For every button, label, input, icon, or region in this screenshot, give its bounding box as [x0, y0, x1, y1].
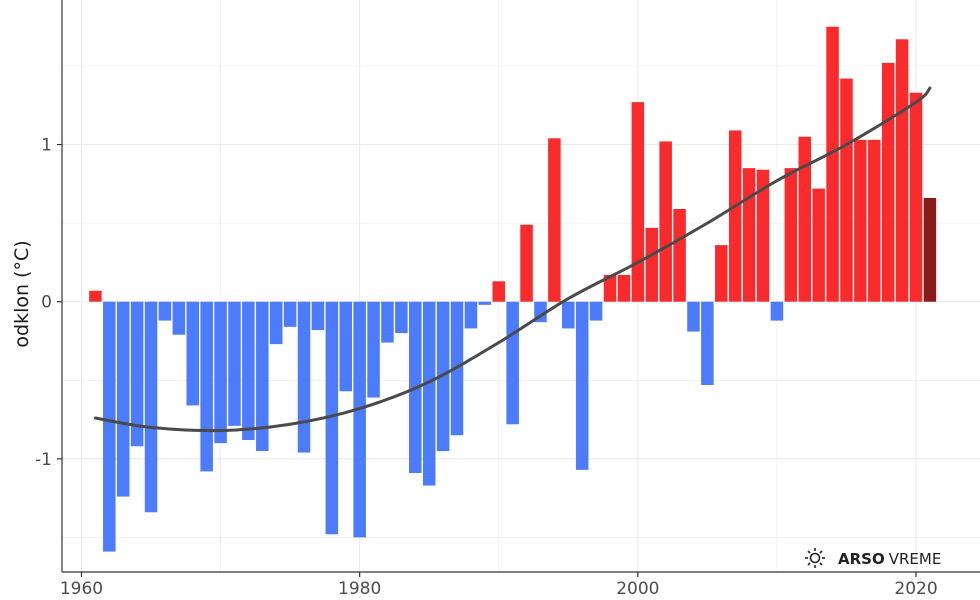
bar-2019: [895, 39, 909, 302]
bar-2004: [687, 301, 700, 332]
bar-2014: [826, 26, 839, 302]
bar-1994: [548, 138, 561, 302]
bar-1991: [506, 301, 519, 425]
bar-1982: [381, 301, 394, 343]
bar-2013: [812, 188, 825, 302]
bar-1981: [367, 301, 380, 398]
bar-1976: [297, 301, 311, 453]
trend-line: [93, 86, 932, 433]
tick-labels: 1960 1980 2000 2020 -1 0 1: [35, 136, 938, 599]
trend: [93, 86, 932, 433]
bar-2016: [854, 139, 867, 302]
bar-1995: [562, 301, 575, 329]
bar-2007: [728, 130, 742, 302]
y-axis-title: odklon (°C): [11, 240, 33, 347]
y-tick-label--1: -1: [35, 450, 52, 470]
axes: [57, 0, 980, 577]
logo-light: VREME: [889, 550, 942, 568]
x-tick-label-1960: 1960: [60, 579, 103, 599]
sun-cloud-icon: [805, 548, 825, 568]
bar-2021: [923, 198, 937, 302]
bar-1996: [575, 301, 589, 470]
bar-2020: [909, 92, 923, 302]
bar-1964: [130, 301, 144, 447]
bar-1988: [464, 301, 478, 329]
bar-1968: [186, 301, 200, 406]
bar-1975: [283, 301, 297, 327]
bar-1990: [492, 281, 506, 302]
bar-1983: [395, 301, 408, 334]
logo-text: ARSO VREME: [838, 550, 941, 568]
bar-2015: [840, 78, 853, 302]
bar-1967: [172, 301, 186, 335]
bar-2010: [770, 301, 784, 321]
bar-1962: [103, 301, 116, 552]
bars: [89, 26, 937, 552]
bar-2011: [784, 168, 798, 302]
bar-2005: [701, 301, 714, 385]
bar-1965: [144, 301, 158, 513]
bar-2003: [673, 209, 686, 302]
x-tick-label-2020: 2020: [894, 579, 937, 599]
bar-1997: [589, 301, 603, 321]
bar-2012: [798, 136, 812, 302]
bar-1992: [520, 224, 533, 302]
y-tick-label-1: 1: [41, 136, 52, 156]
bar-1979: [339, 301, 353, 392]
bar-1973: [256, 301, 269, 451]
bar-2000: [631, 102, 645, 302]
bar-1969: [200, 301, 213, 472]
bar-1972: [242, 301, 255, 440]
bar-1985: [422, 301, 436, 486]
bar-2009: [756, 169, 770, 302]
bar-1998: [603, 275, 617, 302]
x-tick-label-2000: 2000: [616, 579, 659, 599]
bar-1974: [269, 301, 283, 345]
bar-1977: [311, 301, 325, 330]
bar-2018: [881, 62, 895, 302]
bar-1980: [353, 301, 366, 538]
bar-1989: [478, 301, 492, 305]
bar-1999: [617, 275, 631, 302]
bar-2008: [742, 168, 756, 302]
bar-2001: [645, 227, 659, 302]
bar-1978: [325, 301, 339, 535]
bar-1961: [89, 290, 102, 302]
x-tick-label-1980: 1980: [338, 579, 381, 599]
bar-2017: [868, 139, 881, 302]
bar-1966: [158, 301, 172, 321]
y-tick-label-0: 0: [41, 293, 52, 313]
bar-1963: [116, 301, 130, 497]
logo-bold: ARSO: [838, 550, 885, 568]
bar-1970: [214, 301, 227, 444]
bar-1971: [228, 301, 241, 426]
bar-2006: [715, 245, 728, 302]
arso-vreme-logo: ARSO VREME: [805, 548, 941, 568]
bar-2002: [659, 141, 672, 302]
